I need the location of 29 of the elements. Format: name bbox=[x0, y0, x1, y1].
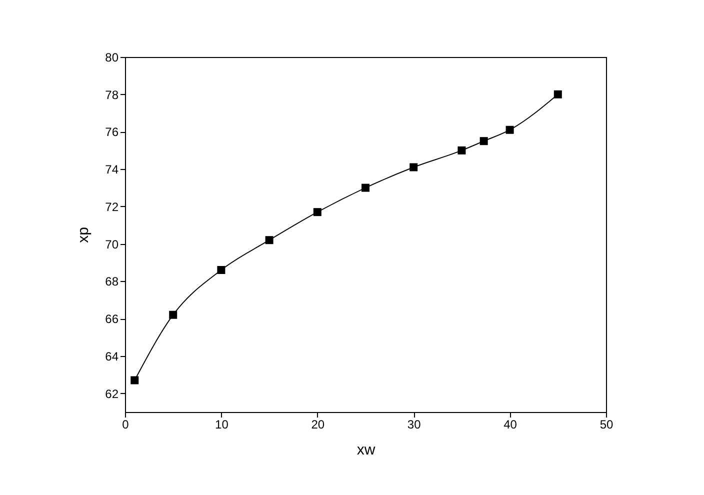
point bbox=[410, 163, 418, 172]
point bbox=[506, 126, 514, 134]
point bbox=[458, 146, 466, 154]
point bbox=[217, 266, 226, 274]
point bbox=[265, 236, 274, 244]
point bbox=[313, 208, 322, 216]
y-tick-label: 62 bbox=[105, 386, 119, 401]
y-tick-label: 70 bbox=[105, 237, 119, 252]
x-axis-title: xw bbox=[356, 442, 376, 458]
x-tick-label: 20 bbox=[311, 418, 325, 432]
point bbox=[169, 310, 178, 319]
x-tick-label: 0 bbox=[122, 418, 130, 432]
x-tick-label: 50 bbox=[600, 418, 614, 432]
x-tick-label: 40 bbox=[504, 418, 518, 432]
point bbox=[130, 376, 139, 384]
y-tick-label: 80 bbox=[105, 50, 119, 64]
y-axis-title: xp bbox=[75, 227, 92, 243]
point bbox=[480, 137, 488, 146]
y-tick-label: 66 bbox=[105, 312, 119, 326]
x-tick-label: 30 bbox=[407, 418, 422, 432]
y-tick-label: 68 bbox=[105, 274, 119, 289]
y-tick-label: 78 bbox=[105, 88, 119, 102]
point bbox=[554, 90, 562, 98]
x-tick-label: 10 bbox=[215, 418, 229, 432]
y-tick-label: 72 bbox=[105, 200, 119, 214]
y-tick-label: 74 bbox=[105, 162, 119, 177]
point bbox=[362, 184, 370, 192]
y-tick-label: 76 bbox=[105, 125, 119, 140]
y-tick-label: 64 bbox=[105, 349, 119, 364]
